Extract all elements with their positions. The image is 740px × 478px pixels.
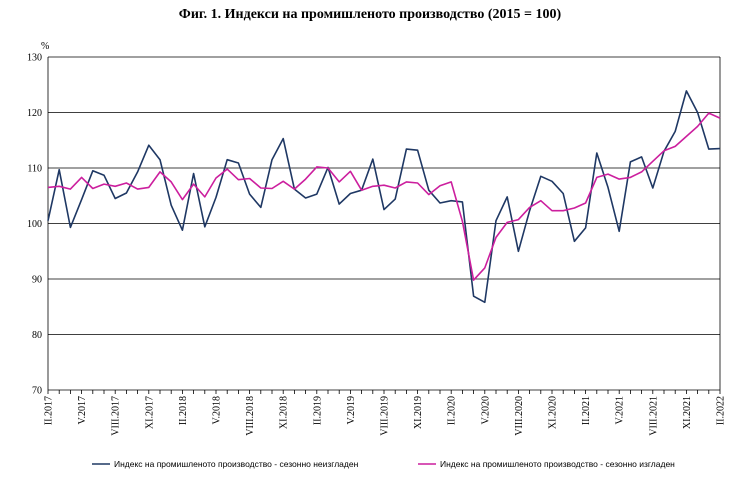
- x-tick-label: II.2020: [447, 396, 458, 425]
- grid-lines: [47, 56, 721, 391]
- series-lines: [47, 90, 721, 304]
- y-tick-label: 100: [27, 219, 42, 230]
- x-tick-label: II.2022: [716, 396, 727, 425]
- x-tick-label: II.2018: [178, 396, 189, 425]
- series-line-adjusted: [47, 112, 721, 281]
- x-tick-label: XI.2021: [682, 396, 693, 429]
- x-axis-ticks: II.2017 V.2017 VIII.2017 XI.2017 II.2018 V.20…: [44, 390, 727, 436]
- x-tick-label: V.2018: [212, 396, 223, 424]
- x-tick-label: II.2017: [44, 396, 55, 425]
- y-tick-label: 70: [32, 386, 42, 397]
- legend: Индекс на промишленото производство - се…: [92, 459, 675, 469]
- y-tick-label: 80: [32, 330, 42, 341]
- x-tick-label: VIII.2018: [245, 396, 256, 436]
- x-tick-label: XI.2019: [413, 396, 424, 429]
- chart-title: Фиг. 1. Индекси на промишленото производ…: [178, 7, 562, 22]
- y-tick-label: 120: [27, 108, 42, 119]
- x-tick-label: XI.2017: [144, 396, 155, 429]
- legend-label: Индекс на промишленото производство - се…: [114, 459, 359, 469]
- x-tick-label: II.2021: [581, 396, 592, 425]
- x-tick-label: II.2019: [312, 396, 323, 425]
- x-tick-label: VIII.2020: [514, 396, 525, 436]
- x-tick-label: V.2020: [480, 396, 491, 424]
- x-tick-label: XI.2018: [279, 396, 290, 429]
- x-tick-label: V.2021: [615, 396, 626, 424]
- y-tick-label: 130: [27, 53, 42, 64]
- x-tick-label: VIII.2021: [648, 396, 659, 436]
- x-tick-label: V.2017: [77, 396, 88, 424]
- y-axis-label: %: [41, 41, 49, 52]
- x-tick-label: XI.2020: [548, 396, 559, 429]
- y-tick-label: 110: [27, 164, 42, 175]
- x-tick-label: V.2019: [346, 396, 357, 424]
- x-tick-label: VIII.2019: [380, 396, 391, 436]
- series-line-unadjusted: [47, 90, 721, 304]
- legend-label: Индекс на промишленото производство - се…: [440, 459, 675, 469]
- y-axis-ticks: 70 80 90 100 110 120 130: [27, 53, 42, 397]
- y-tick-label: 90: [32, 275, 42, 286]
- x-tick-label: VIII.2017: [111, 396, 122, 436]
